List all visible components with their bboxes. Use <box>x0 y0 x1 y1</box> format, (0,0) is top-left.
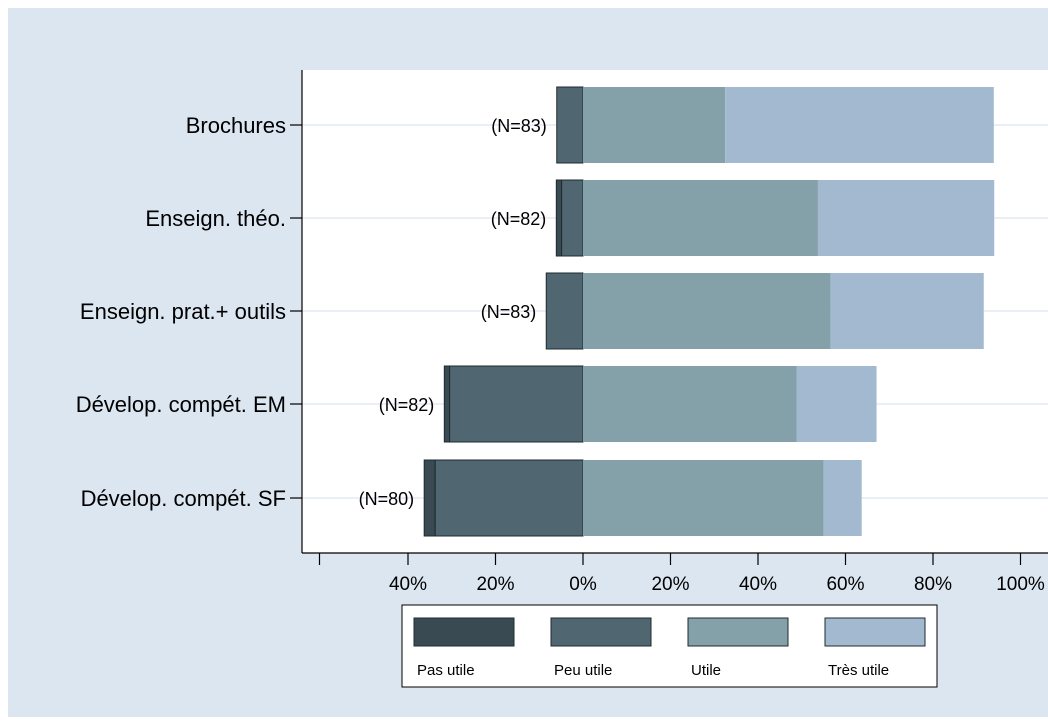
n-label-4: (N=80) <box>359 489 415 509</box>
x-tick-label-4: 40% <box>739 574 777 595</box>
n-label-1: (N=82) <box>491 209 547 229</box>
x-tick-label-3: 20% <box>651 574 689 595</box>
bar-segments <box>423 86 995 537</box>
n-labels: (N=83) (N=82) (N=83) (N=82) (N=80) <box>359 116 547 509</box>
bar-peu-utile-3 <box>449 365 584 443</box>
legend-swatch-1 <box>550 617 652 647</box>
bar-peu-utile-2 <box>545 272 584 350</box>
category-label-0: Brochures <box>186 113 286 138</box>
legend: Pas utile Peu utile Utile Très utile <box>401 604 938 688</box>
category-label-1: Enseign. théo. <box>145 206 286 231</box>
legend-swatch-0 <box>413 617 515 647</box>
bar-trs-utile-1 <box>817 180 995 256</box>
bar-pas-utile-3 <box>443 365 451 443</box>
legend-label-3: Très utile <box>828 662 889 679</box>
category-label-4: Dévelop. compét. SF <box>81 486 286 511</box>
x-tick-label-7: 100% <box>996 574 1045 595</box>
bar-peu-utile-1 <box>561 179 584 257</box>
bar-pas-utile-4 <box>423 459 436 537</box>
bar-utile-0 <box>583 87 726 163</box>
bar-utile-3 <box>583 366 797 442</box>
n-label-0: (N=83) <box>491 116 547 136</box>
x-tick-label-1: 20% <box>476 574 514 595</box>
bar-utile-4 <box>583 460 824 536</box>
x-tick-label-0: 40% <box>389 574 427 595</box>
bar-utile-2 <box>583 273 831 349</box>
x-tick-label-2: 0% <box>569 574 597 595</box>
bar-trs-utile-0 <box>725 87 994 163</box>
legend-label-2: Utile <box>691 662 721 679</box>
category-label-2: Enseign. prat.+ outils <box>80 299 286 324</box>
bar-peu-utile-4 <box>434 459 584 537</box>
legend-label-0: Pas utile <box>417 662 475 679</box>
bar-utile-1 <box>583 180 818 256</box>
axes: Brochures Enseign. théo. Enseign. prat.+ o… <box>76 70 1048 595</box>
legend-label-1: Peu utile <box>554 662 612 679</box>
bar-pas-utile-1 <box>555 179 563 257</box>
legend-swatch-3 <box>824 617 926 647</box>
x-tick-label-5: 60% <box>826 574 864 595</box>
bar-trs-utile-2 <box>830 273 984 349</box>
bar-trs-utile-3 <box>796 366 877 442</box>
n-label-2: (N=83) <box>481 302 537 322</box>
legend-swatch-2 <box>687 617 789 647</box>
category-label-3: Dévelop. compét. EM <box>76 392 286 417</box>
bar-trs-utile-4 <box>823 460 862 536</box>
x-tick-label-6: 80% <box>914 574 952 595</box>
bar-peu-utile-0 <box>556 86 584 164</box>
n-label-3: (N=82) <box>379 395 435 415</box>
